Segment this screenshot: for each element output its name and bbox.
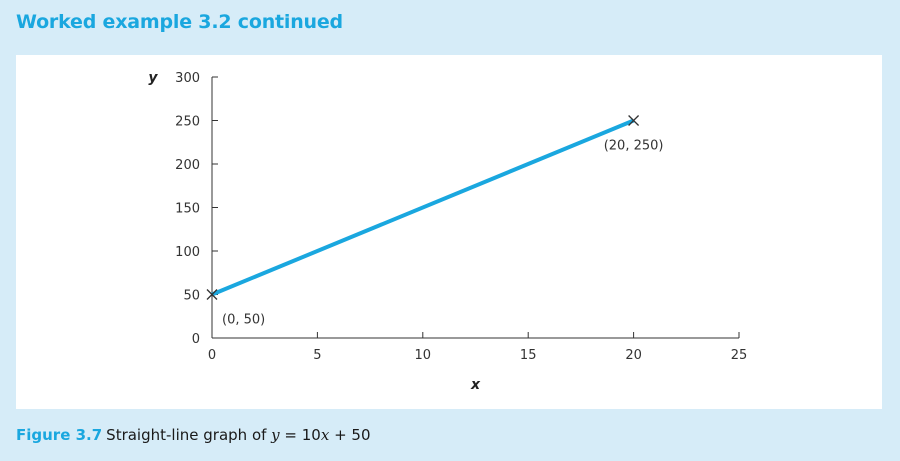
caption-text: Straight-line graph of <box>106 426 272 444</box>
y-tick-label-250: 250 <box>175 115 200 130</box>
x-tick-label-20: 20 <box>625 348 642 363</box>
y-tick-label-100: 100 <box>175 245 200 260</box>
x-axis-title: x <box>470 377 481 393</box>
x-tick-label-25: 25 <box>731 348 748 363</box>
y-tick-label-300: 300 <box>175 71 200 86</box>
caption-eq-mid: = 10 <box>279 426 321 444</box>
y-tick-label-150: 150 <box>175 202 200 217</box>
x-tick-label-5: 5 <box>313 348 321 363</box>
y-tick-label-200: 200 <box>175 158 200 173</box>
line-chart: 0 50 100 150 200 250 300 0 5 10 15 20 25 y x (0, 50) (20… <box>148 70 748 393</box>
y-tick-label-0: 0 <box>192 332 200 347</box>
x-tick-label-0: 0 <box>208 348 216 363</box>
series-0-line <box>211 118 635 297</box>
caption-eq-x: x <box>320 426 330 444</box>
x-tick-label-10: 10 <box>415 348 432 363</box>
worked-example-heading: Worked example 3.2 continued <box>16 11 343 33</box>
point-label-1: (20, 250) <box>604 139 664 154</box>
figure-number: Figure 3.7 <box>16 426 103 444</box>
chart-panel: 0 50 100 150 200 250 300 0 5 10 15 20 25 y x (0, 50) (20… <box>16 55 882 409</box>
y-axis-title: y <box>148 70 158 86</box>
cross-marker-1-b <box>628 115 640 126</box>
figure-caption: Figure 3.7 Straight-line graph of y = 10x… <box>16 426 371 444</box>
cross-marker-0-b <box>206 289 218 300</box>
y-tick-label-50: 50 <box>183 289 200 304</box>
caption-eq-y: y <box>271 426 280 444</box>
caption-eq-end: + 50 <box>329 426 371 444</box>
x-tick-label-15: 15 <box>520 348 537 363</box>
point-label-0: (0, 50) <box>222 313 265 328</box>
